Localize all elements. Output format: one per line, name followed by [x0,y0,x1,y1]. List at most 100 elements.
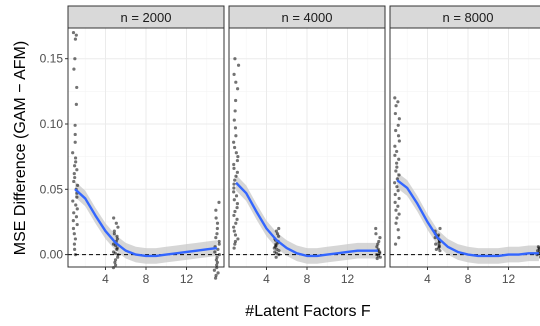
data-point [232,225,236,229]
data-point [232,246,236,250]
smooth-line [74,188,218,258]
data-point [395,161,399,165]
data-point [377,239,381,244]
facet-strip-label: n = 8000 [443,10,494,25]
data-point [397,157,401,161]
data-point [437,241,441,245]
data-point [215,263,219,267]
facet-strip-label: n = 4000 [282,10,333,25]
data-point [212,268,217,272]
data-point [72,67,76,71]
data-point [394,221,398,225]
data-point [232,229,236,233]
data-point [393,96,397,100]
data-point [215,260,220,265]
data-point [396,204,400,208]
data-point [214,273,218,278]
data-point [116,225,120,229]
data-point [233,239,238,244]
data-point [232,118,236,122]
facet-panel: n = 2000 4 8 12 0.00 0.05 0.10 0.15 [40,5,225,286]
data-point [394,208,398,212]
x-tick-label: 8 [304,272,311,286]
data-point [73,175,77,180]
data-point [393,111,397,116]
data-point [72,172,76,176]
x-tick-label: 12 [180,272,194,286]
data-point [233,145,237,150]
data-point [397,236,401,240]
data-point [74,215,79,219]
data-point [232,198,236,202]
data-point [72,211,76,215]
data-point [214,216,218,220]
data-point [374,232,378,236]
x-tick-label: 12 [502,272,516,286]
data-point [397,173,401,177]
data-point [393,192,397,197]
smooth-line [235,181,378,258]
data-point [73,156,78,160]
data-point [233,109,237,113]
data-point [393,144,397,148]
data-point [393,242,398,246]
y-axis-title: MSE Difference (GAM − AFM) [12,41,29,255]
data-point [217,252,221,257]
data-point [437,246,441,250]
data-point [215,226,219,231]
data-point [71,151,75,155]
x-tick-label: 12 [341,272,355,286]
facet-panels: n = 2000 4 8 12 0.00 0.05 0.10 0.15 n = 4000 4 8 12… [40,5,540,286]
data-point [232,166,236,170]
y-tick-label: 0.10 [40,117,64,131]
data-point [236,237,240,241]
data-point [235,205,239,210]
data-point [234,151,238,155]
data-point [72,179,76,184]
x-tick-label: 4 [263,272,270,286]
data-point [234,80,238,84]
data-point [275,232,280,236]
data-point [274,255,278,259]
data-point [215,232,219,236]
data-point [274,229,278,233]
confidence-band [236,174,378,264]
data-point [393,181,397,185]
confidence-band [75,181,217,264]
data-point [395,185,399,189]
data-point [277,234,281,238]
data-point [438,226,442,231]
data-point [213,276,218,280]
data-point [233,178,237,182]
y-tick-label: 0.05 [40,182,64,196]
data-point [112,216,116,220]
data-point [73,132,77,137]
data-point [234,194,239,198]
data-point [232,182,236,186]
data-point [396,100,400,104]
data-point [214,236,218,240]
data-point [395,216,399,220]
data-point [233,57,237,61]
data-point [235,158,240,163]
data-point [396,134,401,138]
data-point [71,226,76,231]
data-point [277,249,281,253]
data-point [233,233,238,237]
data-point [75,85,79,90]
data-point [232,186,236,190]
facet-panel: n = 8000 4 8 12 [389,5,540,286]
data-point [72,232,76,236]
data-point [73,57,77,61]
data-point [395,165,399,169]
data-point [235,170,239,174]
data-point [216,247,220,251]
data-point [396,123,400,127]
data-point [395,149,399,154]
data-point [393,153,397,157]
y-tick-label: 0.15 [40,52,64,66]
data-point [115,247,119,251]
smooth-line [396,179,539,258]
data-point [394,128,398,133]
